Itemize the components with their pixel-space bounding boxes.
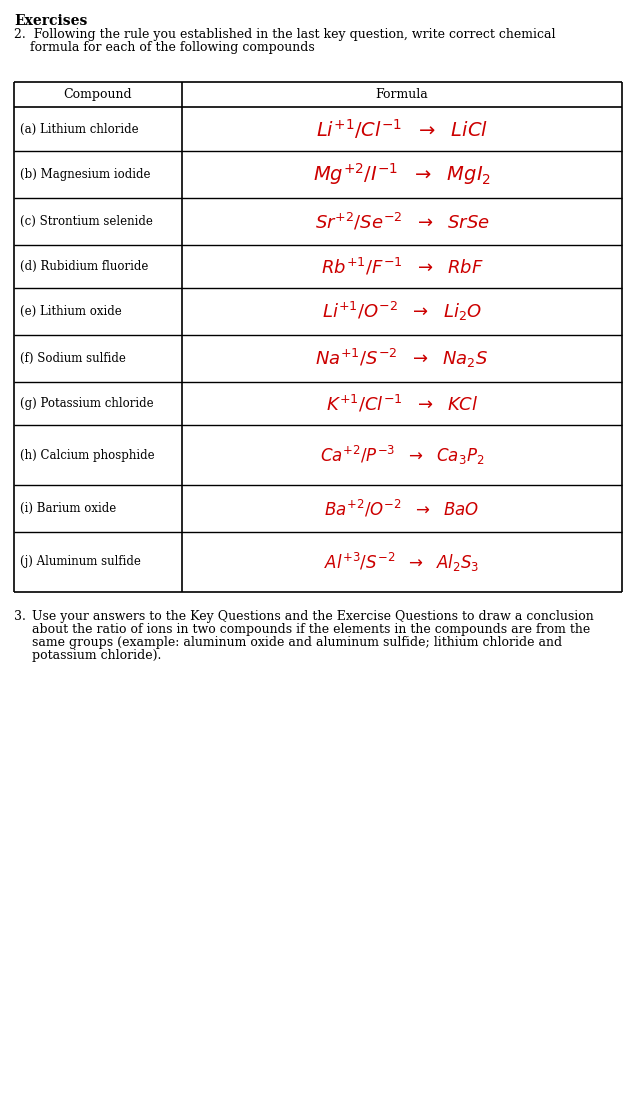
Text: $Li^{+1}/O^{-2}$  $\rightarrow$  $Li_2O$: $Li^{+1}/O^{-2}$ $\rightarrow$ $Li_2O$ (322, 299, 482, 323)
Text: (d) Rubidium fluoride: (d) Rubidium fluoride (20, 260, 148, 273)
Text: Formula: Formula (376, 88, 428, 101)
Text: $Ba^{+2}/O^{-2}$  $\rightarrow$  $BaO$: $Ba^{+2}/O^{-2}$ $\rightarrow$ $BaO$ (325, 498, 480, 519)
Text: (a) Lithium chloride: (a) Lithium chloride (20, 123, 139, 136)
Text: $Rb^{+1}/F^{-1}$  $\rightarrow$  $RbF$: $Rb^{+1}/F^{-1}$ $\rightarrow$ $RbF$ (321, 256, 483, 278)
Text: (j) Aluminum sulfide: (j) Aluminum sulfide (20, 555, 141, 568)
Text: $Li^{+1}/Cl^{-1}$  $\rightarrow$  $LiCl$: $Li^{+1}/Cl^{-1}$ $\rightarrow$ $LiCl$ (316, 117, 488, 140)
Text: (f) Sodium sulfide: (f) Sodium sulfide (20, 352, 126, 365)
Text: Exercises: Exercises (14, 14, 88, 29)
Text: (b) Magnesium iodide: (b) Magnesium iodide (20, 168, 151, 181)
Text: 3.: 3. (14, 610, 26, 623)
Text: $Na^{+1}/S^{-2}$  $\rightarrow$  $Na_2S$: $Na^{+1}/S^{-2}$ $\rightarrow$ $Na_2S$ (316, 347, 489, 370)
Text: Compound: Compound (64, 88, 132, 101)
Text: $Sr^{+2}/Se^{-2}$  $\rightarrow$  $SrSe$: $Sr^{+2}/Se^{-2}$ $\rightarrow$ $SrSe$ (314, 211, 489, 233)
Text: $Ca^{+2}/P^{-3}$  $\rightarrow$  $Ca_3P_2$: $Ca^{+2}/P^{-3}$ $\rightarrow$ $Ca_3P_2$ (320, 443, 484, 466)
Text: 2.  Following the rule you established in the last key question, write correct c: 2. Following the rule you established in… (14, 29, 555, 41)
Text: Use your answers to the Key Questions and the Exercise Questions to draw a concl: Use your answers to the Key Questions an… (32, 610, 594, 623)
Text: (i) Barium oxide: (i) Barium oxide (20, 502, 116, 514)
Text: (e) Lithium oxide: (e) Lithium oxide (20, 305, 122, 318)
Text: $Mg^{+2}/I^{-1}$  $\rightarrow$  $MgI_2$: $Mg^{+2}/I^{-1}$ $\rightarrow$ $MgI_2$ (313, 161, 491, 188)
Text: $Al^{+3}/S^{-2}$  $\rightarrow$  $Al_2S_3$: $Al^{+3}/S^{-2}$ $\rightarrow$ $Al_2S_3$ (324, 551, 480, 574)
Text: potassium chloride).: potassium chloride). (32, 649, 162, 661)
Text: (c) Strontium selenide: (c) Strontium selenide (20, 215, 153, 228)
Text: about the ratio of ions in two compounds if the elements in the compounds are fr: about the ratio of ions in two compounds… (32, 623, 590, 636)
Text: (h) Calcium phosphide: (h) Calcium phosphide (20, 449, 155, 462)
Text: (g) Potassium chloride: (g) Potassium chloride (20, 397, 153, 410)
Text: same groups (example: aluminum oxide and aluminum sulfide; lithium chloride and: same groups (example: aluminum oxide and… (32, 636, 562, 649)
Text: formula for each of the following compounds: formula for each of the following compou… (14, 41, 315, 54)
Text: $K^{+1}/Cl^{-1}$  $\rightarrow$  $KCl$: $K^{+1}/Cl^{-1}$ $\rightarrow$ $KCl$ (326, 393, 478, 414)
